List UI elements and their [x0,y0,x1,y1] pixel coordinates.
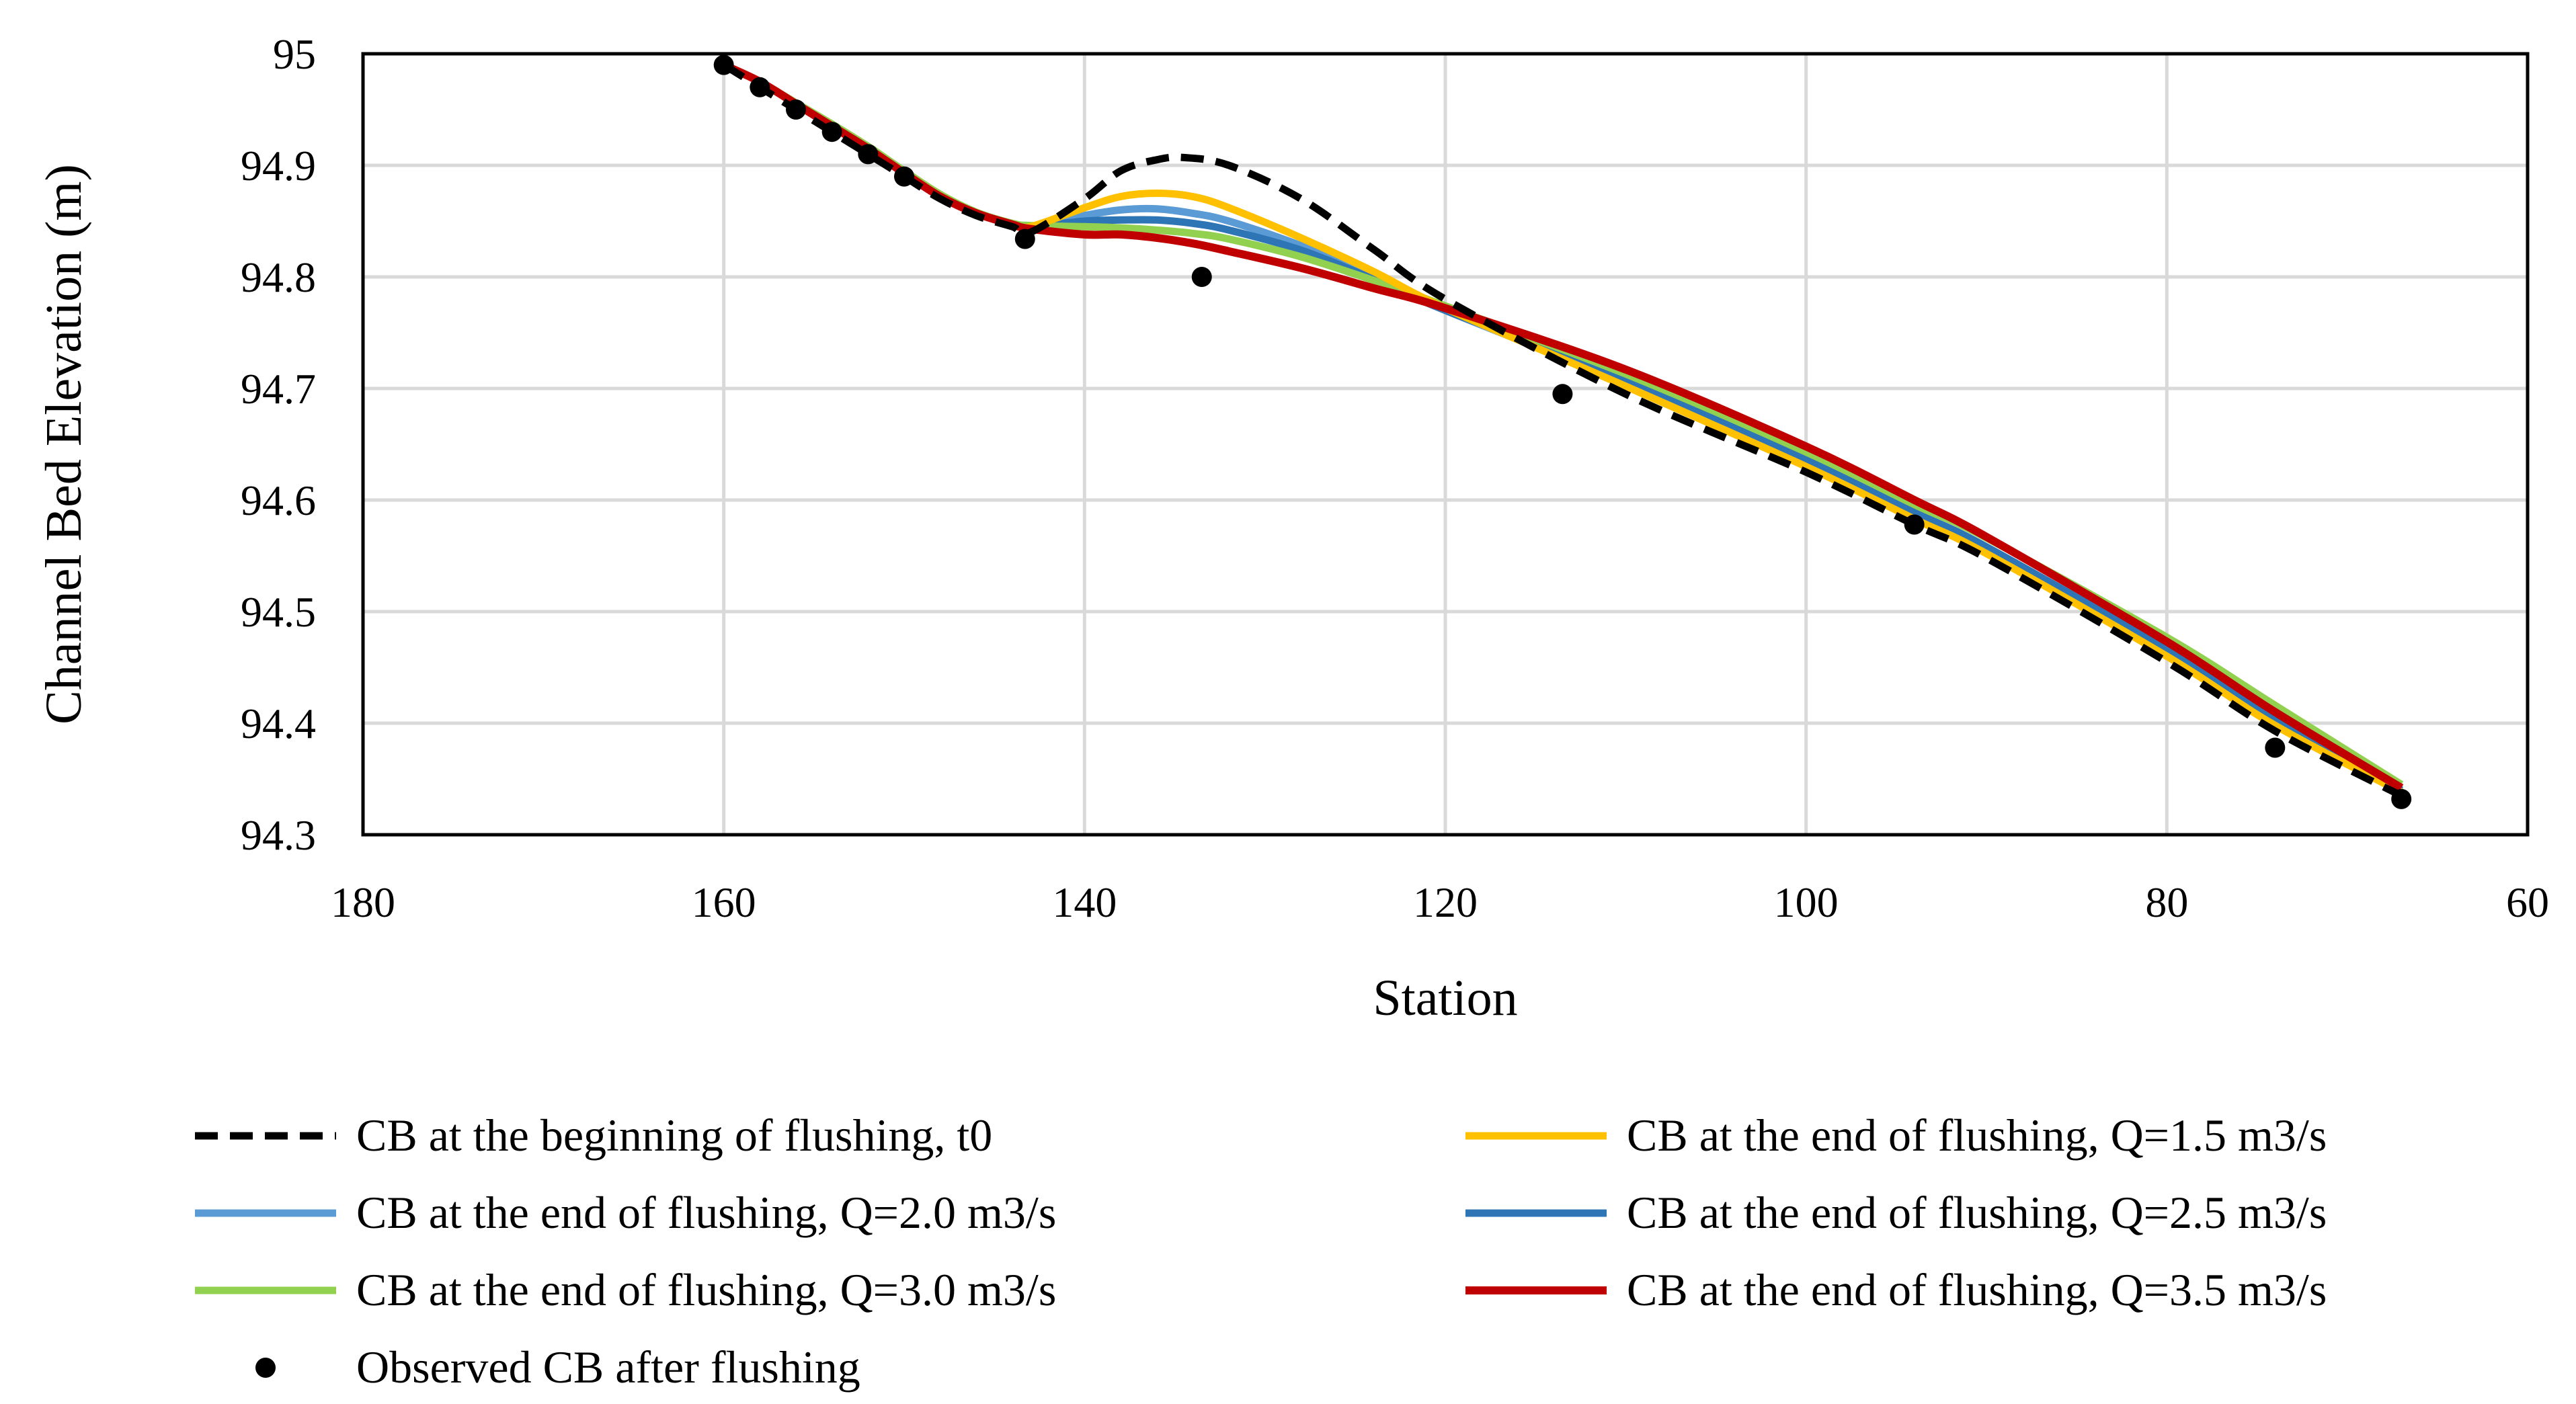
series-line-5 [722,61,2404,792]
series-line-4 [722,61,2404,788]
y-tick-label: 94.4 [241,700,316,747]
series-lines [721,61,2404,799]
y-tick-label: 94.3 [241,811,316,859]
x-axis-title: Station [1373,970,1517,1026]
y-tick-label: 94.9 [241,142,316,190]
legend: CB at the beginning of flushing, t0 CB at… [195,1110,2327,1393]
observed-point [786,99,806,120]
y-tick-label: 94.5 [241,588,316,636]
legend-marker [255,1358,276,1378]
x-tick-label: 80 [2145,878,2188,926]
y-axis-title: Channel Bed Elevation (m) [36,164,92,725]
legend-label: CB at the beginning of flushing, t0 [356,1110,992,1161]
y-tick-label: 94.8 [241,253,316,301]
observed-points [713,54,2412,809]
observed-point [1014,229,1035,249]
legend-label: CB at the end of flushing, Q=3.0 m3/s [356,1264,1056,1315]
observed-point [1552,384,1573,405]
x-tick-label: 140 [1052,878,1117,926]
x-tick-label: 120 [1413,878,1478,926]
y-tick-label: 94.7 [241,365,316,413]
series-line-3 [722,61,2403,794]
legend-label: Observed CB after flushing [356,1341,860,1393]
series-line-1 [722,61,2403,796]
y-tick-label: 94.6 [241,477,316,524]
observed-point [1191,267,1212,287]
observed-point [713,54,734,75]
observed-point [2265,737,2286,758]
observed-point [821,122,842,142]
y-axis-ticks: 94.3 94.4 94.5 94.6 94.7 94.8 94.9 95 [241,30,316,859]
observed-point [2391,788,2412,809]
x-tick-label: 60 [2506,878,2549,926]
y-tick-label: 95 [273,30,316,78]
plot-frame [361,52,2530,837]
x-tick-label: 180 [331,878,395,926]
legend-label: CB at the end of flushing, Q=3.5 m3/s [1627,1264,2327,1315]
observed-point [858,144,879,165]
observed-point [894,166,914,187]
x-tick-label: 100 [1774,878,1839,926]
legend-label: CB at the end of flushing, Q=1.5 m3/s [1627,1110,2327,1161]
grid-lines [361,52,2530,837]
observed-point [750,77,770,97]
legend-label: CB at the end of flushing, Q=2.5 m3/s [1627,1187,2327,1238]
x-axis-ticks: 180 160 140 120 100 80 60 [331,878,2549,926]
x-tick-label: 160 [692,878,756,926]
legend-label: CB at the end of flushing, Q=2.0 m3/s [356,1187,1056,1238]
observed-point [1904,514,1925,535]
series-line-2 [722,61,2403,795]
series-line-0 [721,61,2403,799]
